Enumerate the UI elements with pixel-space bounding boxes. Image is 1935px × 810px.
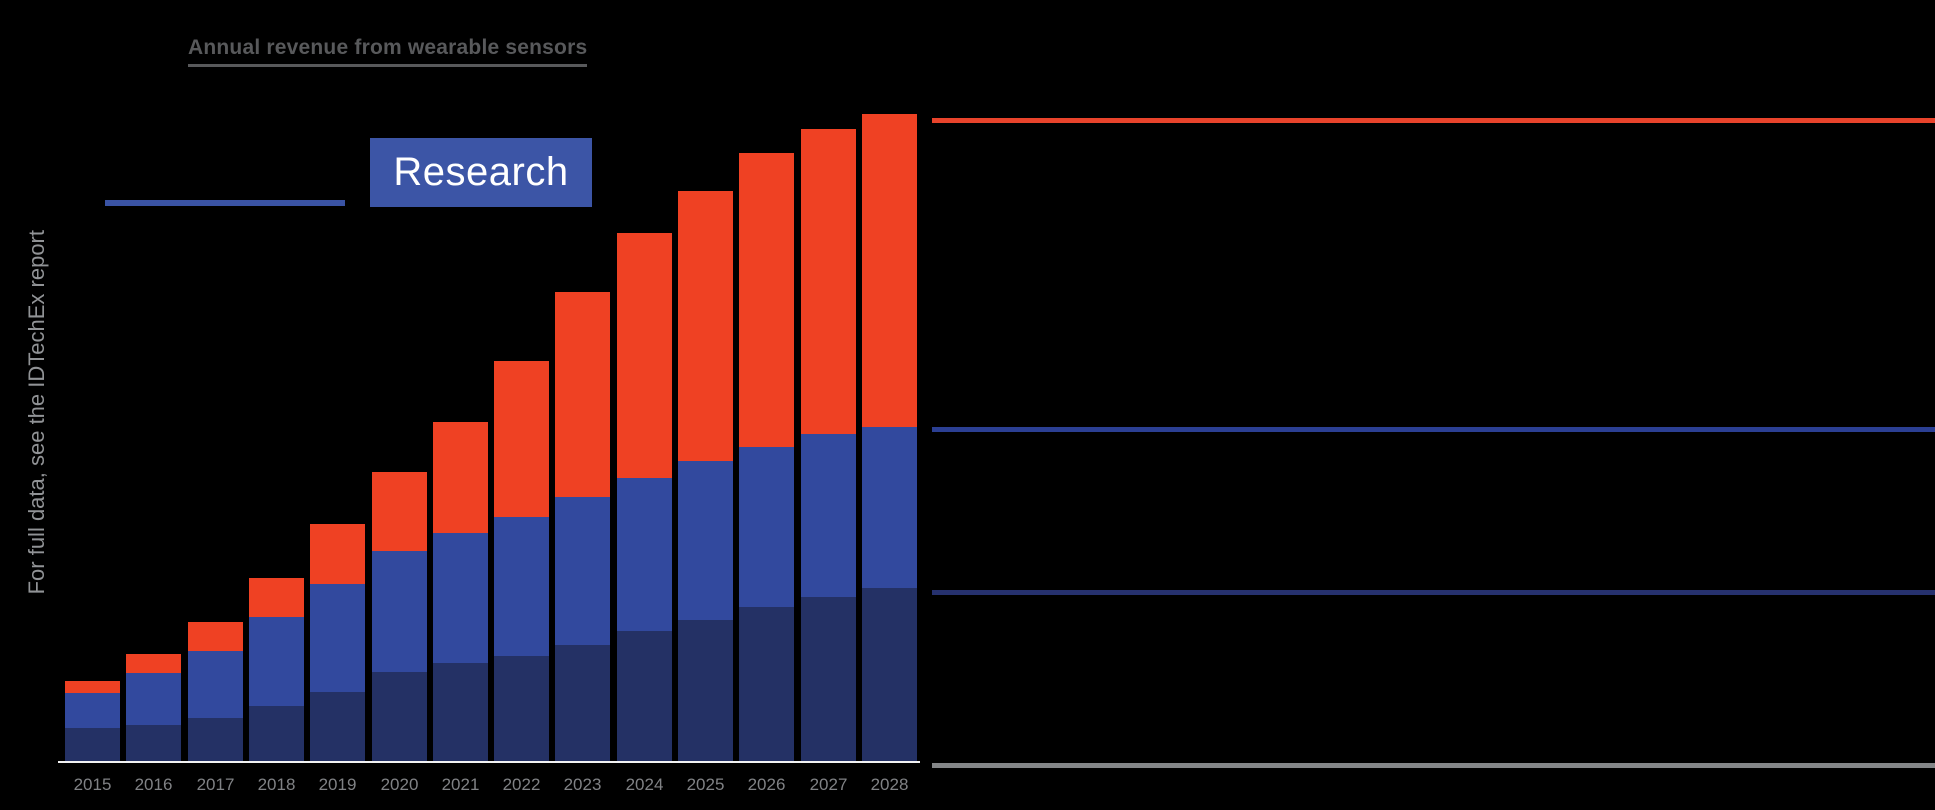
bar-2025-top-segment-red (678, 191, 733, 461)
bar-2015-middle-segment-blue (65, 693, 120, 728)
bar-2019-top-segment-red (310, 524, 365, 584)
bar-2021-top-segment-red (433, 422, 488, 533)
x-tick-2020: 2020 (380, 775, 419, 794)
bar-2022-middle-segment-blue (494, 517, 549, 656)
bar-2028 (862, 114, 917, 763)
bar-2025 (678, 191, 733, 763)
bar-2017-middle-segment-blue (188, 651, 243, 718)
bar-2020-middle-segment-blue (372, 551, 427, 672)
bar-2017-top-segment-red (188, 622, 243, 651)
bar-2023-middle-segment-blue (555, 497, 610, 645)
idtechex-logo-underline (105, 200, 345, 206)
bar-2027 (801, 129, 856, 763)
bar-2026-top-segment-red (739, 153, 794, 447)
side-note: For full data, see the IDTechEx report (16, 173, 58, 651)
bar-2019-middle-segment-blue (310, 584, 365, 692)
bar-2016-bottom-segment-navy (126, 725, 181, 763)
bar-2027-bottom-segment-navy (801, 597, 856, 763)
bottom-series-line (932, 590, 1935, 595)
bar-2016-top-segment-red (126, 654, 181, 673)
middle-series-line (932, 427, 1935, 432)
bar-2020-top-segment-red (372, 472, 427, 551)
bar-2021-middle-segment-blue (433, 533, 488, 663)
research-label: Research (393, 150, 569, 194)
bar-2018-top-segment-red (249, 578, 304, 617)
bar-2026-middle-segment-blue (739, 447, 794, 607)
bar-2015 (65, 681, 120, 763)
x-tick-2021: 2021 (441, 775, 480, 794)
bar-2017 (188, 622, 243, 763)
x-tick-2016: 2016 (134, 775, 173, 794)
x-tick-2018: 2018 (257, 775, 296, 794)
x-tick-2023: 2023 (563, 775, 602, 794)
bar-2026-bottom-segment-navy (739, 607, 794, 763)
bar-2020-bottom-segment-navy (372, 672, 427, 763)
bar-2024-middle-segment-blue (617, 478, 672, 631)
bar-2026 (739, 153, 794, 763)
bar-2022-bottom-segment-navy (494, 656, 549, 763)
bar-2015-bottom-segment-navy (65, 728, 120, 763)
bar-2027-middle-segment-blue (801, 434, 856, 597)
bar-2023 (555, 292, 610, 763)
bar-2015-top-segment-red (65, 681, 120, 693)
bar-2025-middle-segment-blue (678, 461, 733, 620)
bar-2017-bottom-segment-navy (188, 718, 243, 763)
bar-2016 (126, 654, 181, 763)
bar-2020 (372, 472, 427, 763)
idtechex-research-badge: Research (370, 138, 592, 207)
bar-2022-top-segment-red (494, 361, 549, 517)
bar-2021 (433, 422, 488, 763)
bar-2028-middle-segment-blue (862, 427, 917, 588)
bar-2027-top-segment-red (801, 129, 856, 434)
page-title: Annual revenue from wearable sensors (188, 36, 588, 67)
bar-2018 (249, 578, 304, 763)
x-tick-2026: 2026 (747, 775, 786, 794)
x-tick-2017: 2017 (196, 775, 235, 794)
bar-2028-bottom-segment-navy (862, 588, 917, 763)
bar-2018-middle-segment-blue (249, 617, 304, 706)
baseline-line (932, 763, 1935, 768)
bar-2022 (494, 361, 549, 763)
bar-2019 (310, 524, 365, 763)
x-axis-line (58, 761, 920, 763)
x-tick-2015: 2015 (73, 775, 112, 794)
side-note-text: For full data, see the IDTechEx report (24, 229, 49, 595)
x-tick-2027: 2027 (809, 775, 848, 794)
top-series-line (932, 118, 1935, 123)
x-tick-2019: 2019 (318, 775, 357, 794)
x-tick-2022: 2022 (502, 775, 541, 794)
bar-2018-bottom-segment-navy (249, 706, 304, 763)
bar-2016-middle-segment-blue (126, 673, 181, 725)
bar-2023-bottom-segment-navy (555, 645, 610, 763)
x-tick-2028: 2028 (870, 775, 909, 794)
bar-2021-bottom-segment-navy (433, 663, 488, 763)
bar-2019-bottom-segment-navy (310, 692, 365, 763)
bar-2024 (617, 233, 672, 763)
x-tick-2024: 2024 (625, 775, 664, 794)
bar-2028-top-segment-red (862, 114, 917, 427)
bar-2024-bottom-segment-navy (617, 631, 672, 763)
bar-2025-bottom-segment-navy (678, 620, 733, 763)
bar-2024-top-segment-red (617, 233, 672, 478)
x-tick-2025: 2025 (686, 775, 725, 794)
bar-2023-top-segment-red (555, 292, 610, 497)
